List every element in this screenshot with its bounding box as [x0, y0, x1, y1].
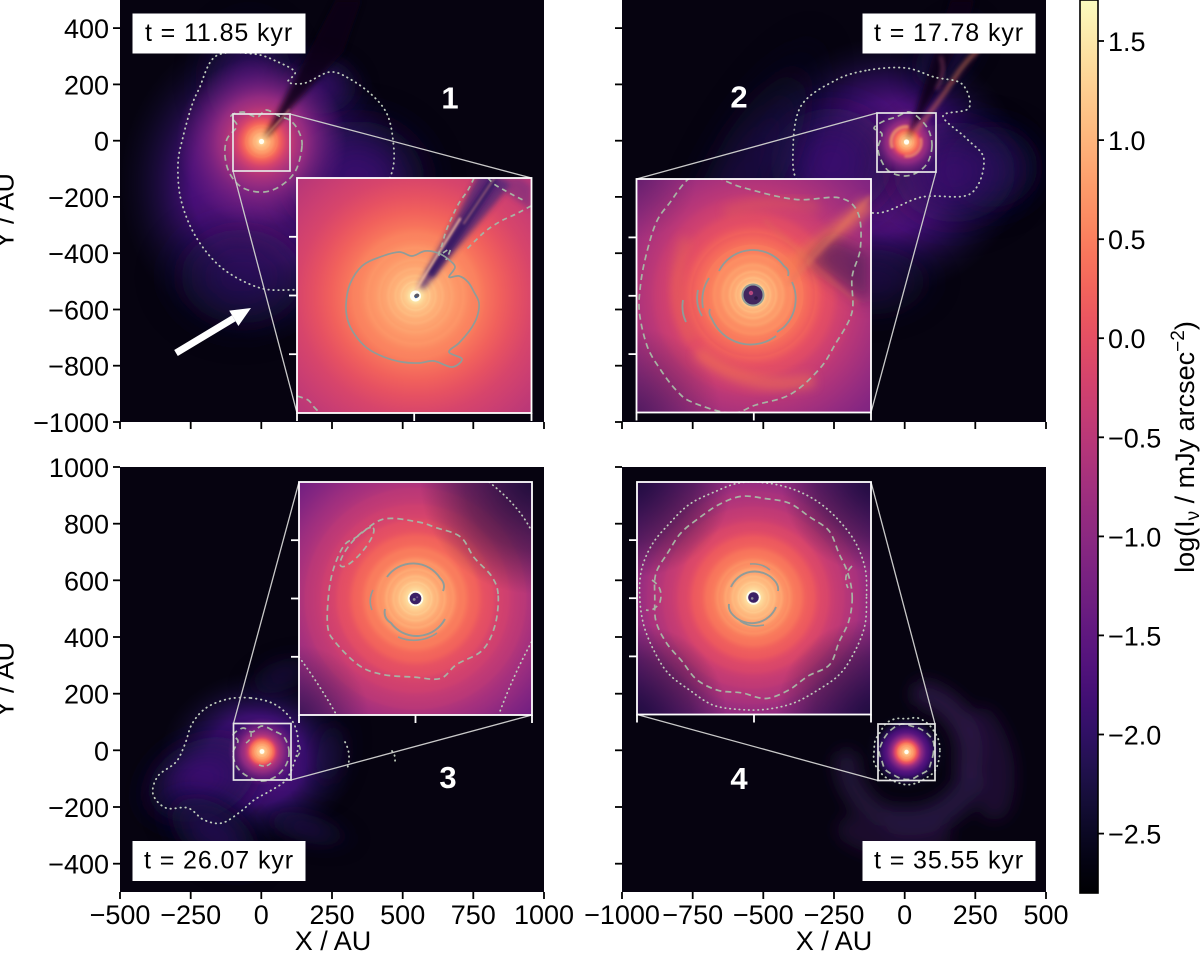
svg-text:−1000: −1000	[33, 408, 109, 438]
svg-text:0: 0	[897, 900, 912, 930]
svg-text:−200: −200	[48, 183, 109, 213]
svg-text:t = 17.78 kyr: t = 17.78 kyr	[874, 19, 1024, 47]
svg-text:0: 0	[254, 900, 269, 930]
svg-text:3: 3	[439, 760, 456, 795]
svg-text:200: 200	[64, 680, 109, 710]
svg-text:0.0: 0.0	[1108, 324, 1146, 354]
svg-text:1.0: 1.0	[1108, 126, 1146, 156]
svg-text:200: 200	[64, 70, 109, 100]
svg-text:−250: −250	[804, 900, 865, 930]
svg-text:400: 400	[64, 623, 109, 653]
svg-text:250: 250	[953, 900, 998, 930]
svg-text:−600: −600	[48, 296, 109, 326]
svg-text:−500: −500	[733, 900, 794, 930]
svg-text:1000: 1000	[49, 453, 109, 483]
svg-text:500: 500	[1023, 900, 1068, 930]
svg-text:1: 1	[441, 81, 458, 116]
svg-text:500: 500	[380, 900, 425, 930]
svg-text:−1.0: −1.0	[1108, 522, 1161, 552]
svg-text:250: 250	[309, 900, 354, 930]
svg-text:Y / AU: Y / AU	[0, 173, 20, 249]
svg-text:t = 26.07 kyr: t = 26.07 kyr	[144, 847, 294, 875]
svg-text:600: 600	[64, 566, 109, 596]
svg-text:0: 0	[94, 127, 109, 157]
svg-text:0.5: 0.5	[1108, 225, 1146, 255]
svg-text:400: 400	[64, 14, 109, 44]
svg-text:−400: −400	[48, 850, 109, 880]
svg-text:log(Iν / mJy arcsec−2): log(Iν / mJy arcsec−2)	[1168, 321, 1200, 573]
svg-text:t = 11.85 kyr: t = 11.85 kyr	[145, 19, 293, 47]
svg-text:−2.5: −2.5	[1108, 820, 1161, 850]
svg-text:t = 35.55 kyr: t = 35.55 kyr	[874, 847, 1024, 875]
svg-text:4: 4	[730, 761, 748, 796]
svg-text:X / AU: X / AU	[295, 926, 372, 956]
svg-text:0: 0	[94, 736, 109, 766]
svg-text:−250: −250	[160, 900, 221, 930]
svg-text:750: 750	[451, 900, 496, 930]
svg-text:−750: −750	[662, 900, 723, 930]
svg-text:−400: −400	[48, 239, 109, 269]
svg-text:−800: −800	[48, 352, 109, 382]
svg-text:1.5: 1.5	[1108, 27, 1146, 57]
svg-text:−1000: −1000	[584, 900, 660, 930]
svg-text:−1.5: −1.5	[1108, 621, 1161, 651]
svg-text:800: 800	[64, 510, 109, 540]
svg-text:Y / AU: Y / AU	[0, 642, 20, 718]
svg-text:−500: −500	[90, 900, 151, 930]
svg-text:−2.0: −2.0	[1108, 720, 1161, 750]
svg-text:−200: −200	[48, 793, 109, 823]
svg-text:1000: 1000	[514, 900, 574, 930]
svg-text:2: 2	[730, 80, 747, 115]
svg-text:X / AU: X / AU	[796, 926, 873, 956]
svg-text:−0.5: −0.5	[1108, 423, 1161, 453]
